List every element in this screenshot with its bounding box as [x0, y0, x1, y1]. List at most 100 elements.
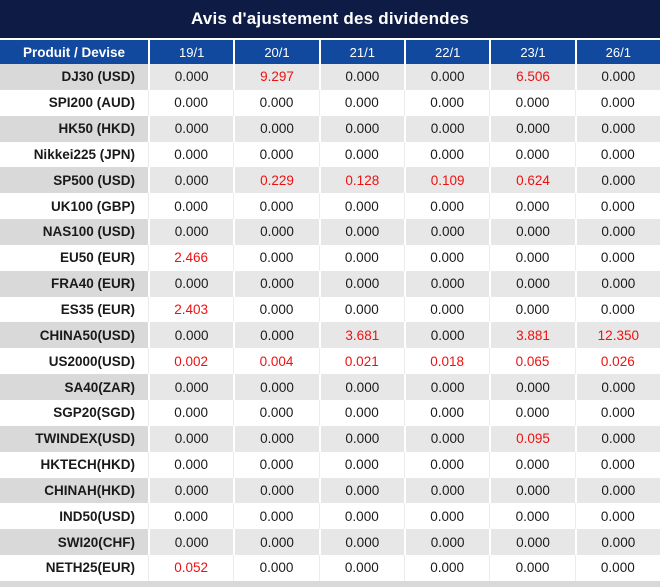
dividend-value-cell: 0.000 [404, 270, 490, 297]
dividend-value-cell: 0.000 [148, 425, 234, 452]
product-cell: CHINAH(HKD) [0, 477, 148, 504]
table-row: IND50(USD) 0.000 0.000 0.000 0.000 0.000 0.000 [0, 503, 660, 530]
product-cell: CHINA50(USD) [0, 322, 148, 349]
table-row: SPI200 (AUD) 0.000 0.000 0.000 0.000 0.000 0.0… [0, 89, 660, 116]
dividend-value-cell: 0.000 [489, 399, 575, 426]
dividend-value-cell: 0.000 [148, 193, 234, 220]
table-row: HK50 (HKD) 0.000 0.000 0.000 0.000 0.000 0.000 [0, 115, 660, 142]
product-cell: FRA40 (EUR) [0, 270, 148, 297]
product-cell: HK50 (HKD) [0, 115, 148, 142]
table-row: CHINA50(USD) 0.000 0.000 3.681 0.000 3.881 12.… [0, 322, 660, 349]
dividend-value-cell: 3.881 [489, 322, 575, 349]
dividend-value-cell: 0.000 [148, 399, 234, 426]
dividend-value-cell: 0.000 [489, 219, 575, 245]
dividend-value-cell: 0.000 [404, 503, 490, 530]
dividend-value-cell: 0.000 [233, 270, 319, 297]
dividend-value-cell: 0.000 [148, 451, 234, 478]
dividend-value-cell: 0.000 [318, 503, 404, 530]
dividend-value-cell: 0.000 [148, 89, 234, 116]
bottom-strip [0, 580, 660, 587]
dividend-value-cell: 0.000 [233, 374, 319, 400]
dividend-value-cell: 0.000 [574, 89, 660, 116]
dividend-value-cell: 0.000 [489, 374, 575, 400]
product-cell: Nikkei225 (JPN) [0, 141, 148, 168]
dividend-value-cell: 0.065 [489, 348, 575, 375]
dividend-value-cell: 0.000 [318, 425, 404, 452]
product-cell: SA40(ZAR) [0, 374, 148, 400]
dividend-value-cell: 0.000 [148, 270, 234, 297]
header-cell-date: 20/1 [233, 40, 318, 64]
product-cell: SPI200 (AUD) [0, 89, 148, 116]
dividend-value-cell: 0.000 [574, 115, 660, 142]
dividend-value-cell: 0.000 [404, 244, 490, 271]
dividend-value-cell: 0.000 [574, 503, 660, 530]
table-row: SWI20(CHF) 0.000 0.000 0.000 0.000 0.000 0.000 [0, 529, 660, 556]
dividend-value-cell: 0.000 [233, 296, 319, 323]
dividend-value-cell: 2.466 [148, 244, 234, 271]
dividend-value-cell: 0.000 [404, 529, 490, 556]
dividend-value-cell: 0.000 [233, 503, 319, 530]
dividend-value-cell: 0.000 [574, 167, 660, 194]
dividend-value-cell: 0.000 [233, 451, 319, 478]
dividend-value-cell: 0.000 [233, 529, 319, 556]
dividend-value-cell: 0.000 [404, 555, 490, 581]
dividend-value-cell: 0.000 [148, 503, 234, 530]
table-row: NETH25(EUR) 0.052 0.000 0.000 0.000 0.000 0.00… [0, 555, 660, 581]
dividend-value-cell: 0.128 [318, 167, 404, 194]
dividend-value-cell: 0.000 [233, 115, 319, 142]
dividend-value-cell: 0.000 [148, 529, 234, 556]
dividend-value-cell: 0.000 [489, 503, 575, 530]
dividend-value-cell: 0.000 [404, 296, 490, 323]
table-row: DJ30 (USD) 0.000 9.297 0.000 0.000 6.506 0.000 [0, 64, 660, 90]
dividend-value-cell: 0.000 [233, 141, 319, 168]
product-cell: IND50(USD) [0, 503, 148, 530]
table-row: TWINDEX(USD) 0.000 0.000 0.000 0.000 0.095 0.0… [0, 425, 660, 452]
header-cell-product-devise: Produit / Devise [22, 44, 126, 60]
product-cell: NETH25(EUR) [0, 555, 148, 581]
dividend-value-cell: 0.000 [233, 89, 319, 116]
table-row: SP500 (USD) 0.000 0.229 0.128 0.109 0.624 0.00… [0, 167, 660, 194]
header-cell-date: 19/1 [148, 40, 233, 64]
dividend-value-cell: 0.000 [233, 399, 319, 426]
table-header-row: Produit / Devise 19/1 20/1 21/1 22/1 23/1 26/1 [0, 38, 660, 64]
dividend-value-cell: 0.000 [318, 64, 404, 90]
dividend-value-cell: 0.000 [574, 193, 660, 220]
header-cell-date: 21/1 [318, 40, 404, 64]
dividend-value-cell: 0.000 [318, 244, 404, 271]
table-row: CHINAH(HKD) 0.000 0.000 0.000 0.000 0.000 0.00… [0, 477, 660, 504]
product-cell: DJ30 (USD) [0, 64, 148, 90]
page-title: Avis d'ajustement des dividendes [0, 0, 660, 38]
dividend-value-cell: 12.350 [574, 322, 660, 349]
dividend-value-cell: 0.000 [489, 141, 575, 168]
product-cell: HKTECH(HKD) [0, 451, 148, 478]
dividend-value-cell: 0.000 [233, 244, 319, 271]
dividend-value-cell: 0.000 [489, 529, 575, 556]
product-cell: SGP20(SGD) [0, 399, 148, 426]
dividend-value-cell: 0.000 [404, 193, 490, 220]
dividend-value-cell: 0.000 [489, 244, 575, 271]
header-cell-date: 26/1 [574, 40, 660, 64]
dividend-value-cell: 0.000 [574, 244, 660, 271]
dividend-value-cell: 0.018 [404, 348, 490, 375]
dividend-value-cell: 0.000 [404, 425, 490, 452]
dividend-value-cell: 0.000 [489, 89, 575, 116]
dividend-value-cell: 0.000 [489, 270, 575, 297]
table-row: FRA40 (EUR) 0.000 0.000 0.000 0.000 0.000 0.00… [0, 270, 660, 297]
dividend-value-cell: 0.000 [318, 115, 404, 142]
dividend-value-cell: 0.026 [574, 348, 660, 375]
table-row: HKTECH(HKD) 0.000 0.000 0.000 0.000 0.000 0.00… [0, 451, 660, 478]
dividend-value-cell: 0.000 [318, 477, 404, 504]
dividend-value-cell: 0.000 [318, 451, 404, 478]
dividend-value-cell: 0.000 [574, 219, 660, 245]
dividend-value-cell: 0.000 [318, 399, 404, 426]
dividend-value-cell: 0.000 [489, 477, 575, 504]
product-cell: EU50 (EUR) [0, 244, 148, 271]
table-row: US2000(USD) 0.002 0.004 0.021 0.018 0.065 0.02… [0, 348, 660, 375]
dividend-value-cell: 0.095 [489, 425, 575, 452]
dividend-value-cell: 0.000 [574, 141, 660, 168]
dividend-value-cell: 0.000 [148, 322, 234, 349]
dividend-value-cell: 0.000 [404, 399, 490, 426]
dividend-value-cell: 0.000 [148, 64, 234, 90]
dividend-value-cell: 0.004 [233, 348, 319, 375]
product-cell: SP500 (USD) [0, 167, 148, 194]
